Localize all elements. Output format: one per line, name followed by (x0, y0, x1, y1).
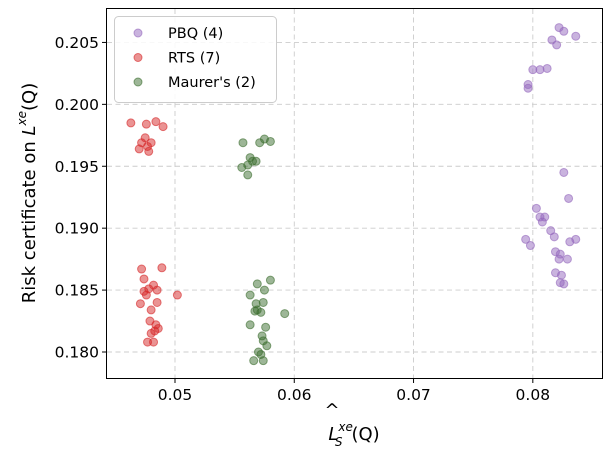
point-rts-7 (146, 328, 156, 338)
point-rts-7 (151, 117, 161, 127)
point-pbq-4 (523, 83, 533, 93)
y-tick-label: 0.180 (55, 343, 99, 361)
point-maurer-s-2 (258, 356, 268, 366)
point-maurer-s-2 (262, 341, 272, 351)
x-tick-label: 0.08 (516, 386, 551, 404)
point-maurer-s-2 (245, 320, 255, 330)
point-rts-7 (139, 274, 149, 284)
y-axis-label-prefix: Risk certificate on (19, 136, 40, 304)
axis-ticks: 0.05 0.06 0.07 0.08 0.180 0.185 0.190 0.195 0.20… (55, 34, 550, 404)
point-maurer-s-2 (258, 297, 268, 307)
point-pbq-4 (521, 234, 531, 244)
legend-marker-rts-7 (133, 53, 143, 62)
point-rts-7 (146, 305, 156, 315)
point-maurer-s-2 (261, 322, 271, 332)
point-pbq-4 (537, 217, 547, 227)
legend-marker-pbq-4 (133, 28, 143, 38)
point-pbq-4 (531, 203, 541, 213)
point-maurer-s-2 (249, 356, 259, 366)
point-pbq-4 (554, 254, 564, 264)
legend-label-pbq-4: PBQ (4) (168, 26, 223, 42)
legend: PBQ (4) RTS (7) Maurer's (2) (114, 16, 277, 103)
point-rts-7 (135, 299, 145, 309)
x-axis-label: Lxe S (Q) (328, 420, 379, 449)
point-maurer-s-2 (259, 134, 269, 144)
point-rts-7 (137, 264, 147, 274)
x-axis-label-subscript: S (335, 435, 343, 449)
point-pbq-4 (525, 241, 535, 251)
point-rts-7 (172, 290, 182, 300)
point-maurer-s-2 (265, 275, 275, 285)
point-pbq-4 (542, 63, 552, 73)
legend-marker-maurer-s-2 (133, 77, 143, 87)
point-maurer-s-2 (245, 290, 255, 300)
point-rts-7 (149, 337, 159, 347)
point-pbq-4 (559, 167, 569, 177)
x-axis-label-hat: ^ (324, 400, 339, 421)
y-tick-label: 0.200 (55, 96, 99, 114)
point-pbq-4 (565, 237, 575, 247)
point-pbq-4 (571, 31, 581, 41)
point-pbq-4 (549, 232, 559, 242)
point-rts-7 (157, 263, 167, 273)
point-rts-7 (141, 290, 151, 300)
legend-label-maurer-s-2: Maurer's (2) (168, 75, 256, 91)
point-maurer-s-2 (280, 309, 290, 319)
point-rts-7 (134, 144, 144, 154)
point-rts-7 (141, 119, 151, 129)
point-pbq-4 (562, 254, 572, 264)
x-tick-label: 0.05 (158, 386, 193, 404)
point-rts-7 (144, 146, 154, 156)
point-pbq-4 (559, 26, 569, 36)
point-rts-7 (126, 118, 136, 128)
point-pbq-4 (552, 40, 562, 50)
point-maurer-s-2 (256, 307, 266, 317)
x-axis-label-superscript: xe (337, 420, 352, 434)
legend-label-rts-7: RTS (7) (168, 51, 220, 67)
point-maurer-s-2 (252, 279, 262, 289)
point-maurer-s-2 (251, 156, 261, 166)
y-tick-label: 0.205 (55, 34, 99, 52)
point-rts-7 (152, 285, 162, 295)
x-tick-label: 0.06 (277, 386, 312, 404)
point-pbq-4 (559, 279, 569, 289)
x-tick-label: 0.07 (396, 386, 431, 404)
y-tick-label: 0.195 (55, 158, 99, 176)
y-tick-label: 0.190 (55, 220, 99, 238)
y-axis-label-base: L (19, 125, 40, 135)
point-pbq-4 (535, 65, 545, 75)
point-rts-7 (158, 122, 168, 132)
plot-frame (106, 8, 603, 379)
y-axis-label-superscript: xe (15, 111, 29, 126)
x-axis-label-base: L (328, 424, 338, 445)
legend-box (114, 16, 277, 103)
point-pbq-4 (564, 193, 574, 203)
point-maurer-s-2 (243, 170, 253, 180)
x-axis-label-argument: (Q) (351, 424, 379, 445)
point-maurer-s-2 (237, 163, 247, 172)
point-maurer-s-2 (259, 285, 269, 295)
y-axis-label: Risk certificate on Lxe(Q) (15, 83, 40, 303)
point-maurer-s-2 (238, 138, 248, 148)
y-axis-label-argument: (Q) (19, 83, 40, 111)
y-tick-label: 0.185 (55, 282, 99, 300)
point-rts-7 (152, 297, 162, 307)
point-pbq-4 (556, 270, 566, 280)
data-points (126, 23, 581, 366)
